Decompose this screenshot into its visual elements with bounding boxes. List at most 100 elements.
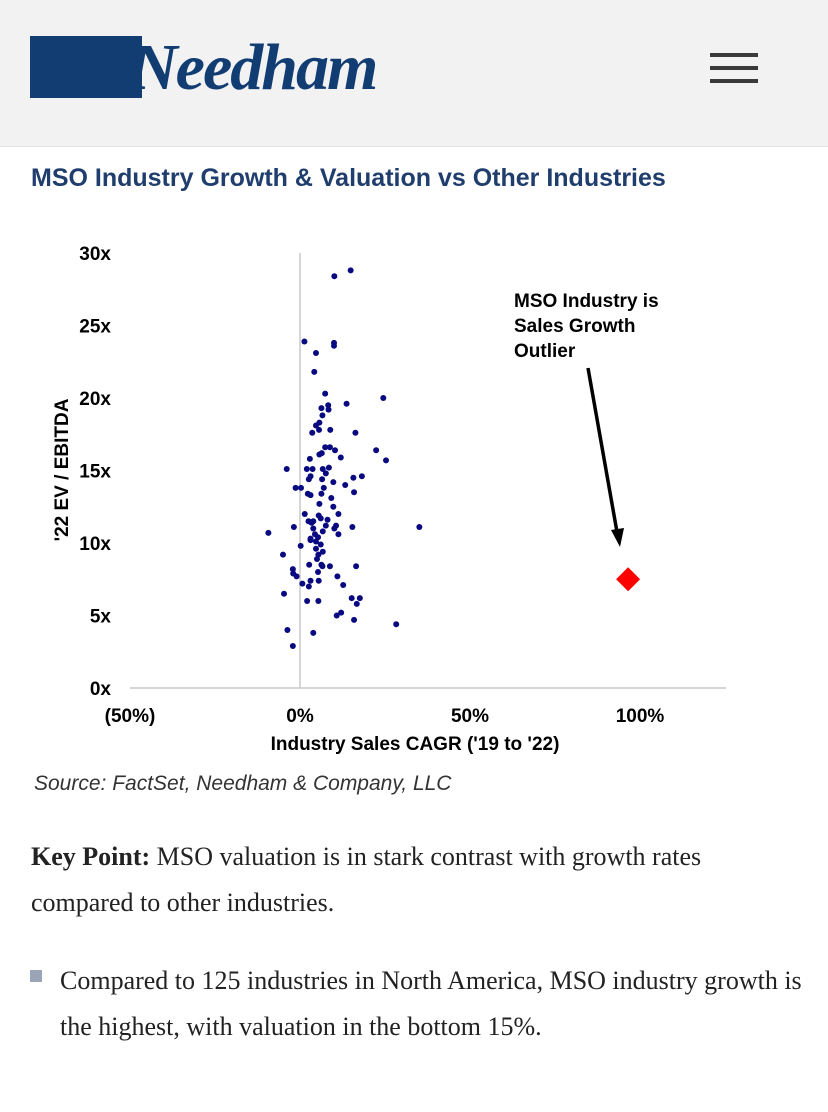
industry-point bbox=[318, 490, 325, 497]
annotation-line: Outlier bbox=[514, 341, 576, 362]
bullet-square-icon bbox=[30, 970, 42, 982]
x-tick-label: 100% bbox=[616, 706, 665, 727]
industry-point bbox=[337, 454, 344, 461]
industry-point bbox=[310, 525, 317, 532]
industry-point bbox=[333, 612, 340, 619]
industry-point bbox=[310, 629, 317, 636]
industry-point bbox=[353, 563, 360, 570]
industry-point bbox=[343, 400, 350, 407]
y-tick-label: 30x bbox=[79, 244, 111, 265]
industry-point bbox=[356, 595, 363, 602]
industry-point bbox=[305, 476, 312, 483]
industry-point bbox=[373, 447, 380, 454]
industry-point bbox=[319, 528, 326, 535]
industry-point bbox=[348, 595, 355, 602]
industry-point bbox=[324, 516, 331, 523]
site-header: Needham bbox=[0, 0, 828, 147]
y-tick-label: 10x bbox=[79, 534, 111, 555]
industry-point bbox=[322, 444, 329, 451]
x-tick-label: 50% bbox=[451, 706, 489, 727]
key-point: Key Point: MSO valuation is in stark con… bbox=[31, 834, 791, 926]
industry-point bbox=[383, 457, 390, 464]
industry-point bbox=[327, 426, 334, 433]
bullet-item: Compared to 125 industries in North Amer… bbox=[60, 966, 802, 1041]
industry-point bbox=[307, 577, 314, 584]
industry-point bbox=[265, 529, 272, 536]
industry-point bbox=[312, 545, 319, 552]
industry-point bbox=[347, 267, 354, 274]
industry-point bbox=[315, 569, 322, 575]
industry-point bbox=[290, 524, 297, 531]
needham-logo[interactable]: Needham bbox=[30, 31, 378, 104]
annotation-line: Sales Growth bbox=[514, 316, 635, 337]
industry-point bbox=[315, 598, 322, 604]
y-axis-title: '22 EV / EBITDA bbox=[52, 398, 73, 541]
y-tick-label: 5x bbox=[90, 607, 112, 628]
industry-point bbox=[322, 522, 329, 529]
industry-point bbox=[334, 573, 341, 580]
industry-point bbox=[299, 580, 306, 587]
industry-point bbox=[312, 422, 319, 429]
industry-point bbox=[380, 395, 387, 401]
industry-point bbox=[320, 484, 327, 491]
industry-point bbox=[306, 455, 313, 462]
industry-point bbox=[331, 273, 338, 280]
arrow-head-icon bbox=[611, 528, 624, 547]
y-tick-label: 0x bbox=[90, 679, 112, 700]
chart-title: MSO Industry Growth & Valuation vs Other… bbox=[31, 164, 666, 192]
y-tick-label: 20x bbox=[79, 389, 111, 410]
industry-point bbox=[311, 368, 318, 375]
industry-point bbox=[317, 541, 324, 548]
industry-point bbox=[280, 551, 286, 558]
x-axis-title: Industry Sales CAGR ('19 to '22) bbox=[271, 734, 560, 755]
industry-point bbox=[335, 511, 342, 517]
industry-point bbox=[331, 525, 338, 532]
hamburger-menu-icon[interactable] bbox=[710, 53, 758, 83]
logo-text: Needham bbox=[130, 31, 378, 104]
source-note: Source: FactSet, Needham & Company, LLC bbox=[34, 772, 452, 795]
industry-point bbox=[351, 489, 358, 496]
industry-point bbox=[312, 538, 319, 545]
industry-point bbox=[319, 476, 326, 483]
industry-point bbox=[298, 484, 305, 491]
industry-point bbox=[316, 451, 323, 458]
industry-point bbox=[326, 444, 333, 451]
industry-point bbox=[305, 583, 312, 590]
industry-point bbox=[319, 466, 326, 473]
industry-point bbox=[352, 429, 359, 436]
industry-point bbox=[284, 627, 291, 633]
industry-point bbox=[281, 590, 288, 597]
industry-point bbox=[351, 616, 358, 623]
industry-point bbox=[297, 542, 304, 549]
industry-point bbox=[318, 405, 325, 412]
industry-point bbox=[289, 566, 296, 573]
industry-point bbox=[330, 503, 337, 510]
y-tick-label: 25x bbox=[79, 317, 111, 338]
industry-point bbox=[316, 426, 323, 433]
mso-industry-point bbox=[616, 567, 641, 592]
industry-point bbox=[293, 573, 300, 580]
industry-point bbox=[317, 515, 324, 522]
industry-point bbox=[309, 429, 316, 436]
x-tick-label: 0% bbox=[286, 706, 314, 727]
industry-point bbox=[322, 470, 329, 477]
industry-point bbox=[393, 621, 400, 628]
industry-point bbox=[312, 350, 319, 357]
industry-point bbox=[335, 531, 342, 538]
industry-point bbox=[303, 466, 310, 473]
industry-point bbox=[309, 466, 316, 473]
scatter-chart: '22 EV / EBITDA Industry Sales CAGR ('19… bbox=[52, 244, 726, 755]
key-point-text: MSO valuation is in stark contrast with … bbox=[31, 842, 702, 917]
industry-point bbox=[292, 484, 299, 491]
industry-point bbox=[350, 474, 357, 481]
industry-point bbox=[330, 479, 337, 486]
industry-point bbox=[319, 412, 326, 419]
industry-point bbox=[328, 495, 335, 502]
industry-point bbox=[349, 524, 356, 531]
industry-point bbox=[325, 464, 332, 471]
annotation-line: MSO Industry is bbox=[514, 291, 659, 312]
industry-point bbox=[331, 342, 337, 349]
industry-point bbox=[342, 482, 349, 488]
industry-point bbox=[307, 492, 314, 499]
industry-point bbox=[315, 577, 322, 584]
